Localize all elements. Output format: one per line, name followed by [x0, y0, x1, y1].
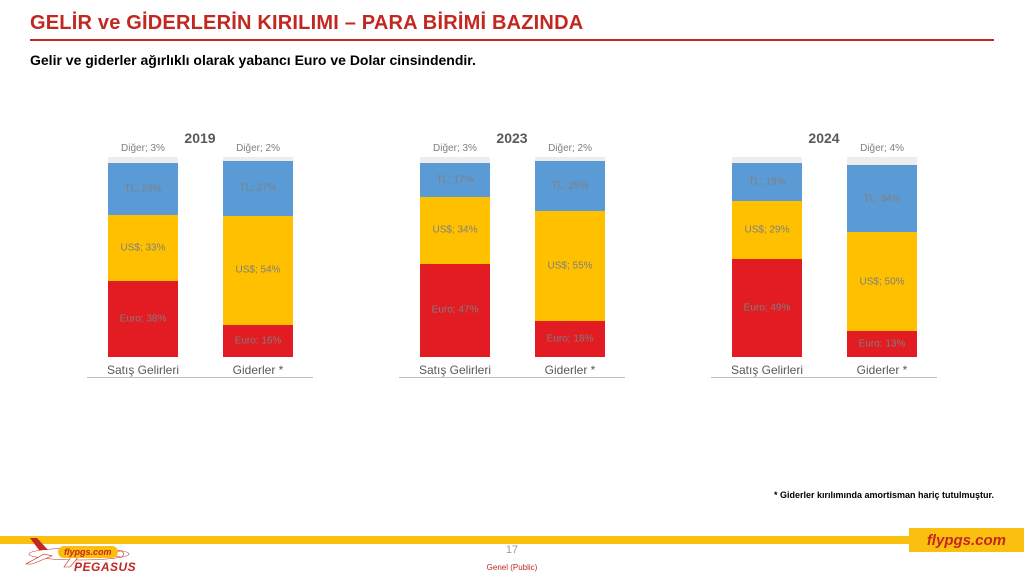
bar-segment-euro: Euro; 16%: [223, 325, 293, 357]
logo-brand-text: PEGASUS: [74, 560, 136, 574]
bar-segment-tl: TL; 34%: [847, 165, 917, 232]
bar-segment-usd: US$; 50%: [847, 232, 917, 331]
axis-label: Giderler *: [857, 363, 908, 377]
segment-label: US$; 33%: [120, 243, 165, 254]
bar-pair: Euro; 47%US$; 34%TL; 17%Diğer; 3%Satış G…: [399, 158, 625, 378]
bar-segment-usd: US$; 55%: [535, 211, 605, 321]
bar-column: Euro; 13%US$; 50%TL; 34%Diğer; 4%Giderle…: [847, 157, 917, 377]
bar-column: Euro; 49% US$; 29% TL; 19% Satış Gelirleri: [731, 157, 803, 377]
segment-label: Euro; 49%: [744, 303, 791, 314]
bar-column: Euro; 38%US$; 33%TL; 26%Diğer; 3%Satış G…: [107, 157, 179, 377]
segment-label: US$; 54%: [236, 265, 281, 276]
segment-label: Euro; 47%: [432, 305, 479, 316]
chart-group: 2024 Euro; 49% US$; 29% TL; 19% Satış Gelirl…: [684, 130, 964, 430]
axis-label: Giderler *: [545, 363, 596, 377]
year-label: 2024: [808, 130, 839, 146]
bar-segment-euro: Euro; 18%: [535, 321, 605, 357]
bar-segment-usd: US$; 34%: [420, 197, 490, 264]
stacked-bar: Euro; 18%US$; 55%TL; 25%Diğer; 2%: [535, 157, 605, 357]
brand-url-text: flypgs.com: [927, 532, 1006, 549]
bar-column: Euro; 18%US$; 55%TL; 25%Diğer; 2%Giderle…: [535, 157, 605, 377]
stacked-bar: Euro; 38%US$; 33%TL; 26%Diğer; 3%: [108, 157, 178, 357]
bar-segment-tl: TL; 17%: [420, 163, 490, 197]
year-label: 2019: [184, 130, 215, 146]
stacked-bar: Euro; 49% US$; 29% TL; 19%: [732, 157, 802, 357]
segment-label-above: Diğer; 4%: [860, 143, 904, 154]
segment-label: TL; 25%: [551, 181, 588, 192]
axis-label: Satış Gelirleri: [107, 363, 179, 377]
bar-segment-tl: TL; 19%: [732, 163, 802, 201]
bar-segment-tl: TL; 26%: [108, 163, 178, 215]
bar-segment-euro: Euro; 13%: [847, 331, 917, 357]
bar-segment-usd: US$; 54%: [223, 216, 293, 325]
segment-label: TL; 17%: [436, 174, 473, 185]
segment-label: Euro; 13%: [859, 339, 906, 350]
page-title: GELİR ve GİDERLERİN KIRILIMI – PARA BİRİ…: [30, 12, 994, 41]
bar-pair: Euro; 38%US$; 33%TL; 26%Diğer; 3%Satış G…: [87, 158, 313, 378]
segment-label-above: Diğer; 3%: [433, 143, 477, 154]
bar-segment-tl: TL; 25%: [535, 161, 605, 211]
bar-column: Euro; 47%US$; 34%TL; 17%Diğer; 3%Satış G…: [419, 157, 491, 377]
segment-label: Euro; 38%: [120, 314, 167, 325]
bar-segment-other: [535, 157, 605, 161]
axis-label: Giderler *: [233, 363, 284, 377]
chart-group: 2023 Euro; 47% US$; 34% TL; 17% Diğer; 3% Sat…: [372, 130, 652, 430]
segment-label: Euro; 16%: [235, 335, 282, 346]
segment-label: US$; 34%: [432, 225, 477, 236]
segment-label-above: Diğer; 2%: [548, 143, 592, 154]
segment-label-above: Diğer; 3%: [121, 143, 165, 154]
segment-label: US$; 29%: [744, 225, 789, 236]
classification-label: Genel (Public): [487, 563, 538, 572]
segment-label: US$; 55%: [548, 261, 593, 272]
bar-pair: Euro; 49%US$; 29%TL; 19%Satış GelirleriE…: [711, 158, 937, 378]
bar-segment-euro: Euro; 47%: [420, 264, 490, 357]
bar-segment-other: [847, 157, 917, 165]
brand-url-box: flypgs.com: [909, 528, 1024, 552]
bar-segment-other: [223, 157, 293, 161]
segment-label: Euro; 18%: [547, 334, 594, 345]
segment-label-above: Diğer; 2%: [236, 143, 280, 154]
bar-column: Euro; 16%US$; 54%TL; 27%Diğer; 2%Giderle…: [223, 157, 293, 377]
footnote: * Giderler kırılımında amortisman hariç …: [774, 490, 994, 500]
chart-group: 2019 Euro; 38% US$; 33% TL; 26% Diğer; 3% Sat…: [60, 130, 340, 430]
segment-label: TL; 27%: [239, 183, 276, 194]
axis-label: Satış Gelirleri: [419, 363, 491, 377]
segment-label: US$; 50%: [860, 276, 905, 287]
segment-label: TL; 26%: [124, 184, 161, 195]
segment-label: TL; 34%: [863, 193, 900, 204]
stacked-bar: Euro; 47%US$; 34%TL; 17%Diğer; 3%: [420, 157, 490, 357]
segment-label: TL; 19%: [748, 177, 785, 188]
bar-segment-euro: Euro; 38%: [108, 281, 178, 357]
bar-segment-usd: US$; 33%: [108, 215, 178, 281]
bar-segment-usd: US$; 29%: [732, 201, 802, 259]
logo-url-pill: flypgs.com: [58, 546, 118, 558]
bar-segment-other: [420, 157, 490, 163]
page-number: 17: [506, 544, 518, 556]
company-logo: flypgs.com PEGASUS: [20, 526, 180, 576]
year-label: 2023: [496, 130, 527, 146]
bar-segment-other: [108, 157, 178, 163]
stacked-bar: Euro; 16%US$; 54%TL; 27%Diğer; 2%: [223, 157, 293, 357]
logo-brand-name: PEGASUS: [74, 560, 136, 574]
bar-segment-euro: Euro; 49%: [732, 259, 802, 357]
chart-area: 2019 Euro; 38% US$; 33% TL; 26% Diğer; 3% Sat…: [60, 130, 964, 430]
logo-url-text: flypgs.com: [64, 547, 112, 557]
bar-segment-other: [732, 157, 802, 163]
axis-label: Satış Gelirleri: [731, 363, 803, 377]
bar-segment-tl: TL; 27%: [223, 161, 293, 216]
stacked-bar: Euro; 13%US$; 50%TL; 34%Diğer; 4%: [847, 157, 917, 357]
page-subtitle: Gelir ve giderler ağırlıklı olarak yaban…: [30, 52, 476, 68]
